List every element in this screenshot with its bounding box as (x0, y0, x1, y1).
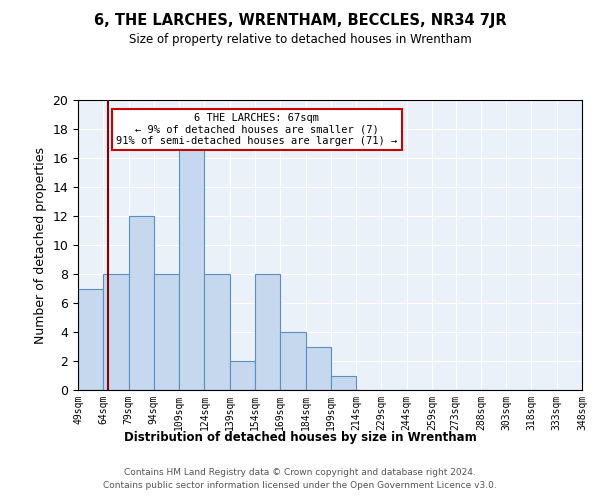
Bar (103, 274, 128, 390)
Bar (154, 274, 179, 390)
Text: 6 THE LARCHES: 67sqm
← 9% of detached houses are smaller (7)
91% of semi-detache: 6 THE LARCHES: 67sqm ← 9% of detached ho… (116, 113, 398, 146)
Bar (305, 346, 331, 390)
Bar (128, 216, 154, 390)
Bar (205, 274, 230, 390)
Bar (179, 144, 205, 390)
Bar (255, 274, 280, 390)
Bar (78, 288, 103, 390)
Text: Distribution of detached houses by size in Wrentham: Distribution of detached houses by size … (124, 431, 476, 444)
Text: 6, THE LARCHES, WRENTHAM, BECCLES, NR34 7JR: 6, THE LARCHES, WRENTHAM, BECCLES, NR34 … (94, 12, 506, 28)
Bar (331, 376, 356, 390)
Text: Size of property relative to detached houses in Wrentham: Size of property relative to detached ho… (128, 32, 472, 46)
Bar (280, 332, 305, 390)
Text: Contains HM Land Registry data © Crown copyright and database right 2024.: Contains HM Land Registry data © Crown c… (124, 468, 476, 477)
Text: Contains public sector information licensed under the Open Government Licence v3: Contains public sector information licen… (103, 480, 497, 490)
Bar (230, 361, 255, 390)
Y-axis label: Number of detached properties: Number of detached properties (34, 146, 47, 344)
